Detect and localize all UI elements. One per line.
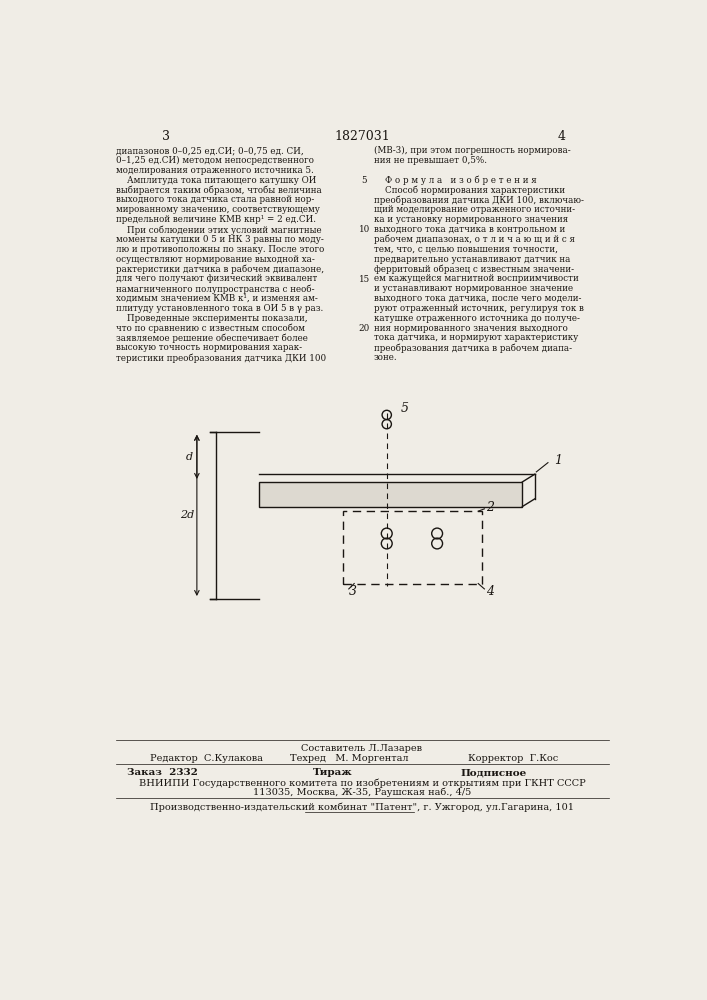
Text: рактеристики датчика в рабочем диапазоне,: рактеристики датчика в рабочем диапазоне… (116, 264, 325, 274)
Text: 3: 3 (349, 585, 357, 598)
Text: ка и установку нормированного значения: ка и установку нормированного значения (373, 215, 568, 224)
Text: преобразования датчика ДКИ 100, включаю-: преобразования датчика ДКИ 100, включаю- (373, 195, 583, 205)
Text: Редактор  С.Кулакова: Редактор С.Кулакова (151, 754, 263, 763)
Text: 15: 15 (358, 275, 370, 284)
Text: выходного тока датчика стала равной нор-: выходного тока датчика стала равной нор- (116, 195, 315, 204)
Text: Тираж: Тираж (313, 768, 353, 777)
Text: преобразования датчика в рабочем диапа-: преобразования датчика в рабочем диапа- (373, 343, 572, 353)
Text: моменты катушки 0 5 и НК 3 равны по моду-: моменты катушки 0 5 и НК 3 равны по моду… (116, 235, 324, 244)
Text: тока датчика, и нормируют характеристику: тока датчика, и нормируют характеристику (373, 333, 578, 342)
Text: выходного тока датчика, после чего модели-: выходного тока датчика, после чего модел… (373, 294, 581, 303)
Text: моделирования отраженного источника 5.: моделирования отраженного источника 5. (116, 166, 314, 175)
Text: намагниченного полупространства с необ-: намагниченного полупространства с необ- (116, 284, 315, 294)
Text: (МВ-3), при этом погрешность нормирова-: (МВ-3), при этом погрешность нормирова- (373, 146, 571, 155)
Text: 2: 2 (486, 501, 494, 514)
Text: рабочем диапазонах, о т л и ч а ю щ и й с я: рабочем диапазонах, о т л и ч а ю щ и й … (373, 235, 575, 244)
Text: 1827031: 1827031 (334, 130, 390, 143)
Text: катушке отраженного источника до получе-: катушке отраженного источника до получе- (373, 314, 580, 323)
Text: 113035, Москва, Ж-35, Раушская наб., 4/5: 113035, Москва, Ж-35, Раушская наб., 4/5 (253, 788, 471, 797)
Text: 0–1,25 ед.СИ) методом непосредственного: 0–1,25 ед.СИ) методом непосредственного (116, 156, 315, 165)
Text: и устанавливают нормированное значение: и устанавливают нормированное значение (373, 284, 573, 293)
Text: мированному значению, соответствующему: мированному значению, соответствующему (116, 205, 320, 214)
Text: Ф о р м у л а   и з о б р е т е н и я: Ф о р м у л а и з о б р е т е н и я (373, 176, 537, 185)
Text: Амплитуда тока питающего катушку ОИ: Амплитуда тока питающего катушку ОИ (116, 176, 317, 185)
Text: тем, что, с целью повышения точности,: тем, что, с целью повышения точности, (373, 245, 558, 254)
Bar (343, 511, 482, 584)
Text: 20: 20 (358, 324, 370, 333)
Text: ния не превышает 0,5%.: ния не превышает 0,5%. (373, 156, 486, 165)
Text: плитуду установленного тока в ОИ 5 в γ раз.: плитуду установленного тока в ОИ 5 в γ р… (116, 304, 324, 313)
Text: 1: 1 (554, 454, 562, 467)
Text: ходимым значением КМВ к¹, и изменяя ам-: ходимым значением КМВ к¹, и изменяя ам- (116, 294, 318, 303)
Text: ем кажущейся магнитной восприимчивости: ем кажущейся магнитной восприимчивости (373, 274, 578, 283)
Text: При соблюдении этих условий магнитные: При соблюдении этих условий магнитные (116, 225, 322, 235)
Text: для чего получают физический эквивалент: для чего получают физический эквивалент (116, 274, 317, 283)
Text: 4: 4 (557, 130, 565, 143)
Text: заявляемое решение обеспечивает более: заявляемое решение обеспечивает более (116, 333, 308, 343)
Text: Заказ  2332: Заказ 2332 (127, 768, 198, 777)
Text: 10: 10 (358, 225, 370, 234)
Text: 4: 4 (486, 585, 494, 598)
Text: 2d: 2d (180, 510, 194, 520)
Text: Проведенные эксперименты показали,: Проведенные эксперименты показали, (116, 314, 308, 323)
Text: 5: 5 (361, 176, 367, 185)
Text: предварительно устанавливают датчик на: предварительно устанавливают датчик на (373, 255, 570, 264)
Text: выбирается таким образом, чтобы величина: выбирается таким образом, чтобы величина (116, 186, 322, 195)
Text: ния нормированного значения выходного: ния нормированного значения выходного (373, 324, 568, 333)
Text: 3: 3 (162, 130, 170, 143)
Text: ферритовый образец с известным значени-: ферритовый образец с известным значени- (373, 264, 573, 274)
Text: ВНИИПИ Государственного комитета по изобретениям и открытиям при ГКНТ СССР: ВНИИПИ Государственного комитета по изоб… (139, 778, 585, 788)
Text: Подписное: Подписное (460, 768, 527, 777)
Text: Техред   М. Моргентал: Техред М. Моргентал (290, 754, 409, 763)
Text: Корректор  Г.Кос: Корректор Г.Кос (468, 754, 559, 763)
Text: диапазонов 0–0,25 ед.СИ; 0–0,75 ед. СИ,: диапазонов 0–0,25 ед.СИ; 0–0,75 ед. СИ, (116, 146, 304, 155)
Bar (259, 482, 522, 507)
Text: d: d (185, 452, 193, 462)
Text: Способ нормирования характеристики: Способ нормирования характеристики (373, 186, 565, 195)
Text: выходного тока датчика в контрольном и: выходного тока датчика в контрольном и (373, 225, 565, 234)
Text: теристики преобразования датчика ДКИ 100: теристики преобразования датчика ДКИ 100 (116, 353, 327, 363)
Text: Составитель Л.Лазарев: Составитель Л.Лазарев (301, 744, 423, 753)
Text: 5: 5 (401, 402, 409, 415)
Text: лю и противоположны по знаку. После этого: лю и противоположны по знаку. После этог… (116, 245, 325, 254)
Text: руют отраженный источник, регулируя ток в: руют отраженный источник, регулируя ток … (373, 304, 583, 313)
Text: осуществляют нормирование выходной ха-: осуществляют нормирование выходной ха- (116, 255, 315, 264)
Text: предельной величине КМВ кнр¹ = 2 ед.СИ.: предельной величине КМВ кнр¹ = 2 ед.СИ. (116, 215, 316, 224)
Text: высокую точность нормирования харак-: высокую точность нормирования харак- (116, 343, 303, 352)
Text: что по сравнению с известным способом: что по сравнению с известным способом (116, 324, 305, 333)
Text: зоне.: зоне. (373, 353, 397, 362)
Text: Производственно-издательский комбинат "Патент", г. Ужгород, ул.Гагарина, 101: Производственно-издательский комбинат "П… (150, 802, 574, 812)
Text: щий моделирование отраженного источни-: щий моделирование отраженного источни- (373, 205, 575, 214)
